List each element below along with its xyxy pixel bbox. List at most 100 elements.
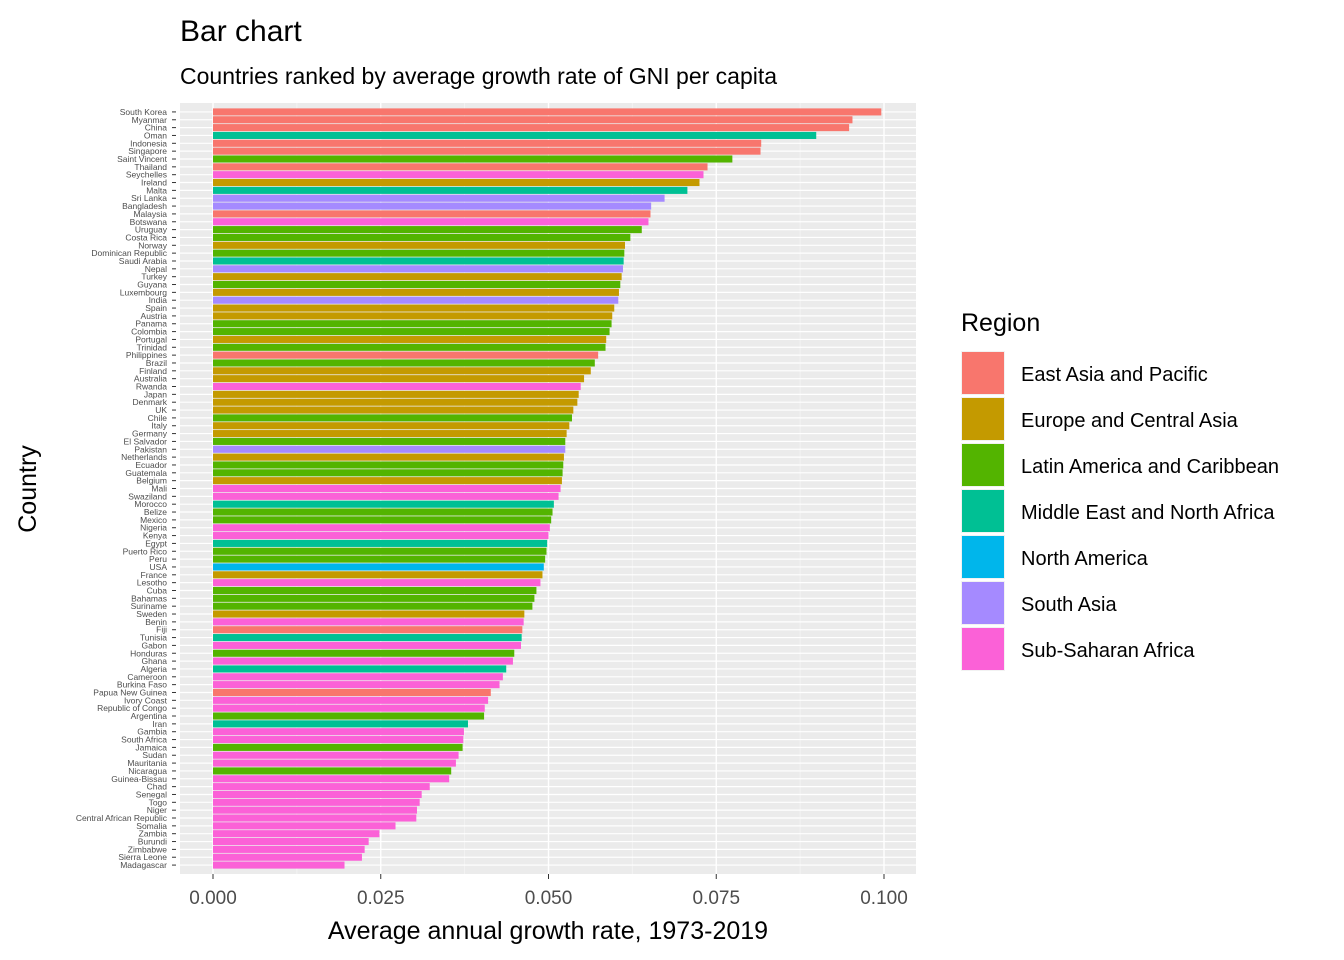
- y-tick-label: Benin: [145, 617, 167, 627]
- bar: [213, 688, 491, 697]
- y-tick-label: Senegal: [136, 789, 167, 799]
- y-tick-label: Zambia: [139, 829, 168, 839]
- bar: [213, 249, 625, 257]
- bar: [213, 312, 613, 320]
- y-tick-label: Myanmar: [132, 115, 168, 125]
- bar: [213, 179, 700, 187]
- y-tick-label: Panama: [135, 319, 167, 329]
- y-tick-label: Niger: [147, 805, 167, 815]
- legend-swatch: [962, 536, 1004, 578]
- bars-group: [213, 108, 882, 869]
- bar: [213, 124, 850, 132]
- y-tick-label: Finland: [139, 366, 167, 376]
- y-tick-label: Honduras: [130, 648, 167, 658]
- bar: [213, 304, 615, 312]
- legend-label: Sub-Saharan Africa: [1021, 640, 1195, 662]
- bar: [213, 351, 599, 359]
- y-tick-label: Guatemala: [125, 468, 167, 478]
- y-tick-label: Norway: [138, 240, 168, 250]
- y-tick-label: Papua New Guinea: [93, 687, 167, 697]
- y-tick-label: Chad: [147, 782, 168, 792]
- bar: [213, 767, 452, 775]
- y-tick-label: Netherlands: [121, 452, 167, 462]
- y-tick-label: Peru: [149, 554, 167, 564]
- y-tick-label: Sudan: [142, 750, 167, 760]
- y-tick-label: Italy: [151, 421, 167, 431]
- y-tick-label: Belgium: [136, 476, 167, 486]
- bar: [213, 861, 345, 869]
- y-tick-label: Pakistan: [134, 444, 167, 454]
- legend-label: North America: [1021, 548, 1149, 570]
- y-tick-label: Jamaica: [135, 742, 167, 752]
- y-tick-label: Sri Lanka: [131, 193, 167, 203]
- y-tick-label: Dominican Republic: [91, 248, 167, 258]
- bar: [213, 210, 651, 218]
- bar: [213, 171, 704, 179]
- legend-swatch: [962, 398, 1004, 440]
- bar: [213, 649, 515, 657]
- bar: [213, 241, 625, 249]
- bar: [213, 641, 521, 649]
- bar: [213, 838, 369, 846]
- x-axis-title: Average annual growth rate, 1973-2019: [328, 917, 768, 945]
- y-tick-label: Gambia: [137, 727, 167, 737]
- bar: [213, 226, 642, 234]
- bar: [213, 155, 733, 163]
- bar: [213, 539, 548, 547]
- y-tick-label: Philippines: [126, 350, 167, 360]
- y-tick-label: Swaziland: [128, 491, 167, 501]
- bar: [213, 736, 464, 744]
- y-tick-label: Trinidad: [137, 342, 168, 352]
- y-tick-label: Bahamas: [131, 593, 167, 603]
- bar: [213, 696, 489, 704]
- y-tick-label: India: [149, 295, 168, 305]
- bar: [213, 547, 547, 555]
- bar: [213, 555, 546, 563]
- y-tick-label: France: [141, 570, 168, 580]
- bar: [213, 602, 533, 610]
- y-tick-label: Tunisia: [140, 633, 167, 643]
- y-tick-label: El Salvador: [124, 436, 168, 446]
- bar: [213, 288, 619, 296]
- bar: [213, 131, 817, 139]
- bar: [213, 453, 564, 461]
- y-tick-label: Rwanda: [136, 382, 167, 392]
- y-axis-title: Country: [14, 445, 42, 533]
- y-tick-label: Luxembourg: [120, 287, 168, 297]
- y-tick-label: Egypt: [145, 538, 167, 548]
- y-tick-label: Suriname: [131, 601, 168, 611]
- bar: [213, 806, 417, 814]
- y-tick-label: Botswana: [130, 217, 168, 227]
- legend-swatch: [962, 582, 1004, 624]
- bar: [213, 634, 522, 642]
- bar: [213, 822, 396, 830]
- bar: [213, 704, 485, 712]
- y-tick-label: Madagascar: [120, 860, 167, 870]
- y-tick-label: Saudi Arabia: [119, 256, 167, 266]
- y-tick-label: Guyana: [137, 280, 167, 290]
- bar: [213, 382, 581, 391]
- y-tick-label: Ghana: [141, 656, 167, 666]
- y-tick-label: Saint Vincent: [117, 154, 168, 164]
- bar: [213, 845, 365, 853]
- bar: [213, 296, 619, 304]
- bar: [213, 579, 541, 587]
- bar: [213, 147, 761, 155]
- bar: [213, 218, 649, 226]
- bar: [213, 343, 606, 351]
- legend-title: Region: [961, 309, 1040, 337]
- y-tick-label: Costa Rica: [125, 232, 167, 242]
- x-tick-label: 0.000: [189, 888, 237, 909]
- bar: [213, 437, 566, 445]
- y-tick-label: South Africa: [121, 735, 167, 745]
- y-tick-label: Republic of Congo: [97, 703, 167, 713]
- bar: [213, 681, 500, 689]
- bar: [213, 359, 595, 367]
- x-tick-label: 0.025: [357, 888, 405, 909]
- legend-swatch: [962, 628, 1004, 670]
- bar: [213, 186, 688, 194]
- bar: [213, 461, 564, 469]
- y-tick-label: Puerto Rico: [123, 546, 168, 556]
- bar: [213, 743, 463, 751]
- y-tick-label: Germany: [132, 429, 168, 439]
